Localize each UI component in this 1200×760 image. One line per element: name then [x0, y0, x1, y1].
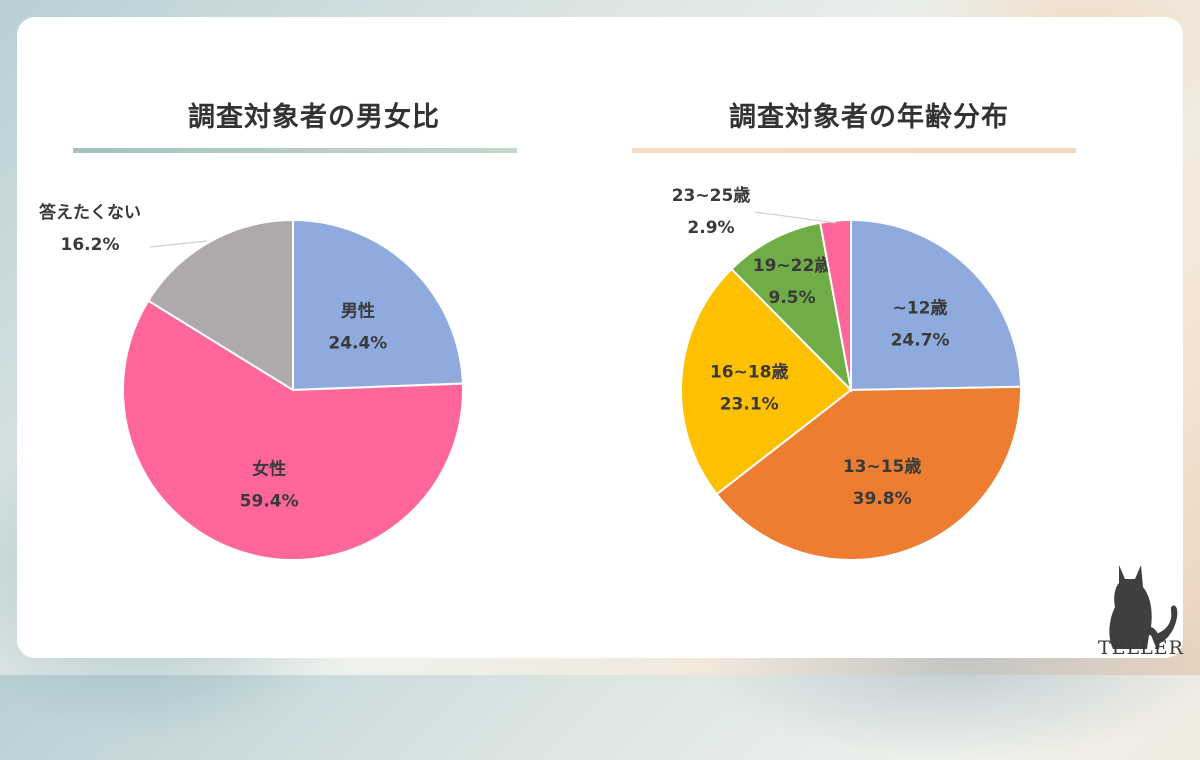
slice-value-label: 2.9%	[687, 218, 734, 238]
slice-category-label: ~12歳	[893, 298, 948, 319]
gender-title-underline	[73, 148, 517, 153]
brand-logo-text: TELLER	[1098, 637, 1184, 659]
slice-category-label: 19~22歳	[753, 255, 832, 276]
pie-slice	[730, 221, 853, 394]
slice-category-label: 23~25歳	[672, 185, 751, 206]
slice-category-label: 女性	[252, 458, 286, 479]
slice-value-label: 23.1%	[720, 394, 779, 414]
pie-slice	[680, 267, 853, 496]
pie-chart-1: ~12歳 24.7% 13~15歳 39.8% 16~18歳 23.1% 19~22歳 9.5…	[672, 185, 1022, 561]
slice-value-label: 24.7%	[891, 331, 950, 351]
slice-category-label: 13~15歳	[843, 456, 922, 477]
slice-value-label: 24.4%	[328, 334, 387, 354]
cat-silhouette-icon	[1109, 565, 1178, 649]
age-title-underline	[632, 148, 1076, 153]
pie-slice	[292, 218, 464, 392]
slice-value-label: 39.8%	[853, 489, 912, 509]
slice-category-label: 男性	[341, 301, 375, 322]
chart-card: 調査対象者の男女比 調査対象者の年齢分布 男性 24.4% 女性 59.4% 答えたくな…	[17, 17, 1184, 659]
pie-slice	[715, 385, 1022, 561]
pie-slice	[850, 218, 1022, 392]
slice-value-label: 16.2%	[61, 235, 120, 255]
leader-line	[149, 240, 208, 248]
slice-value-label: 59.4%	[240, 491, 299, 511]
gender-chart-title: 調査対象者の男女比	[188, 102, 440, 133]
slice-value-label: 9.5%	[768, 288, 815, 308]
pie-slice	[146, 218, 294, 392]
pie-charts: 男性 24.4% 女性 59.4% 答えたくない 16.2% ~12歳 24.7% 13~15歳…	[39, 185, 1022, 561]
pie-chart-0: 男性 24.4% 女性 59.4% 答えたくない 16.2%	[39, 202, 464, 561]
leader-line	[754, 211, 837, 224]
pie-slice	[122, 299, 464, 561]
pie-slice	[819, 218, 852, 391]
age-chart-title: 調査対象者の年齢分布	[729, 102, 1009, 133]
slice-category-label: 答えたくない	[39, 202, 141, 223]
slice-category-label: 16~18歳	[710, 361, 789, 382]
